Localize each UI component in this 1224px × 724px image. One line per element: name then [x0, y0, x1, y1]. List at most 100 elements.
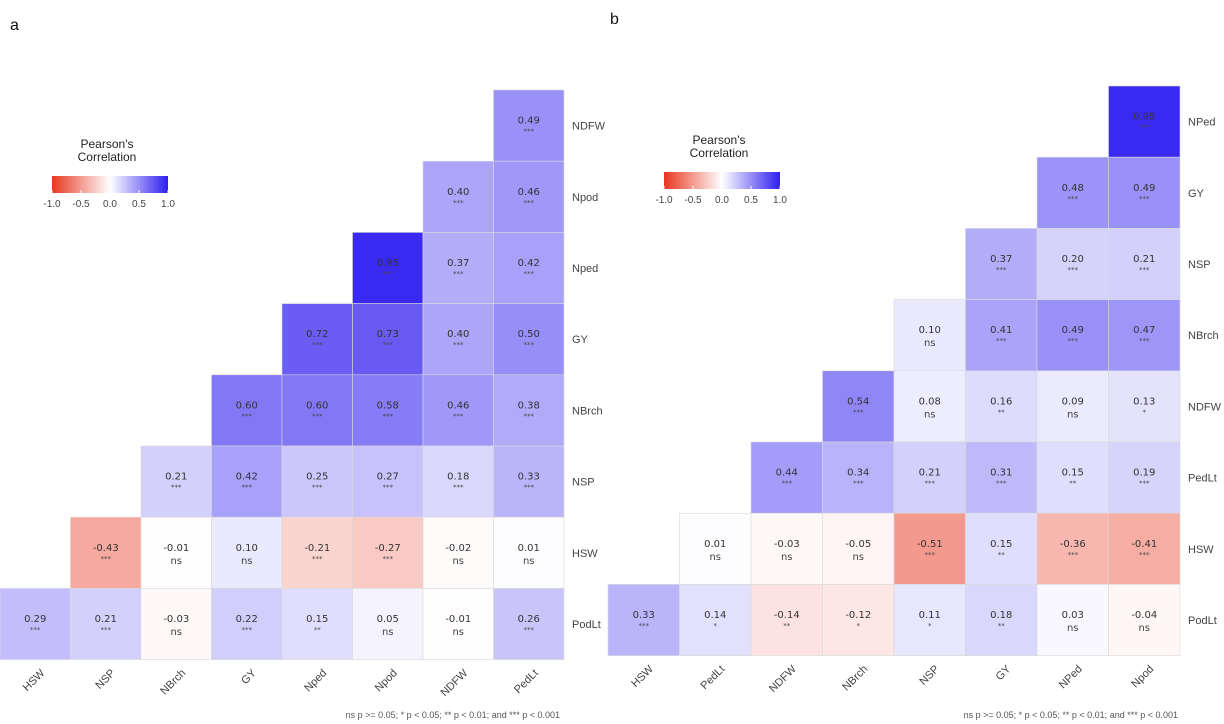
- cell-value: 0.15: [306, 614, 328, 625]
- row-label: HSW: [572, 548, 598, 560]
- cell-fill: [1036, 228, 1109, 300]
- cell-significance: ns: [452, 556, 464, 567]
- row-label: Npod: [572, 192, 598, 204]
- row-label: PodLt: [1188, 615, 1217, 627]
- cell-significance: ***: [1139, 337, 1150, 345]
- cell-significance: ***: [1068, 266, 1079, 274]
- cell-value: 0.21: [95, 614, 117, 625]
- cell-value: 0.38: [518, 400, 540, 411]
- row-label: PedLt: [1188, 473, 1217, 485]
- cell-significance: ***: [524, 270, 535, 278]
- row-label: NSP: [572, 477, 595, 489]
- cell-significance: ***: [242, 484, 253, 492]
- heatmap-cell: 0.37***: [422, 232, 494, 304]
- cell-value: 0.33: [518, 472, 540, 483]
- heatmap-cell: 0.44***: [750, 441, 823, 514]
- cell-value: 0.11: [919, 610, 941, 621]
- cell-fill: [965, 584, 1038, 656]
- cell-value: 0.22: [236, 614, 258, 625]
- cell-significance: **: [783, 622, 791, 630]
- heatmap-cell: 0.48***: [1036, 156, 1109, 229]
- cell-value: 0.01: [704, 539, 726, 550]
- cell-fill: [893, 441, 966, 514]
- cell-fill: [211, 445, 283, 518]
- cell-significance: ns: [781, 552, 793, 563]
- cell-significance: ns: [924, 338, 936, 349]
- cell-significance: ***: [1139, 195, 1150, 203]
- heatmap-cell: 0.47***: [1108, 299, 1181, 372]
- heatmap-cell: 0.26***: [493, 588, 565, 660]
- cell-value: -0.01: [445, 614, 471, 625]
- heatmap-cell: -0.12*: [822, 584, 895, 656]
- heatmap-cell: 0.73***: [352, 303, 424, 376]
- cell-value: 0.47: [1133, 325, 1155, 336]
- heatmap-cell: 0.11*: [893, 584, 966, 656]
- cell-value: 0.37: [990, 254, 1012, 265]
- row-label: NDFW: [1188, 401, 1222, 413]
- cell-value: 0.60: [306, 400, 328, 411]
- cell-value: 0.58: [377, 400, 399, 411]
- cell-significance: ***: [524, 128, 535, 136]
- row-label: NPed: [1188, 117, 1216, 129]
- cell-fill: [965, 370, 1038, 443]
- heatmap-cell: -0.14**: [750, 584, 823, 656]
- significance-note: ns p >= 0.05; * p < 0.05; ** p < 0.01; a…: [964, 710, 1178, 720]
- cell-value: 0.42: [236, 472, 258, 483]
- cell-significance: ***: [383, 270, 394, 278]
- cell-significance: ***: [101, 555, 112, 563]
- cell-significance: *: [714, 622, 718, 630]
- cell-fill: [493, 374, 565, 447]
- cell-fill: [422, 374, 494, 447]
- cell-fill: [893, 299, 966, 372]
- cell-significance: ***: [453, 412, 464, 420]
- cell-fill: [422, 516, 494, 589]
- cell-fill: [422, 160, 494, 233]
- heatmap-cell: 0.72***: [281, 303, 353, 376]
- legend-title: Pearson's: [693, 133, 746, 147]
- cell-fill: [1036, 370, 1109, 443]
- heatmap-cell: 0.58***: [352, 374, 424, 447]
- cell-fill: [750, 441, 823, 514]
- cell-significance: ***: [453, 199, 464, 207]
- cell-significance: ***: [1139, 124, 1150, 132]
- cell-fill: [1108, 512, 1181, 585]
- cell-significance: ***: [853, 480, 864, 488]
- heatmap-cell: -0.27***: [352, 516, 424, 589]
- column-label: NSP: [917, 663, 941, 687]
- row-label: GY: [572, 334, 589, 346]
- cell-significance: ns: [523, 556, 535, 567]
- heatmap-cell: 0.33***: [607, 584, 680, 656]
- cell-significance: ns: [452, 627, 464, 638]
- cell-significance: ***: [996, 337, 1007, 345]
- row-label: NBrch: [572, 405, 603, 417]
- cell-value: 0.27: [377, 472, 399, 483]
- cell-value: -0.21: [304, 543, 330, 554]
- row-label: NBrch: [1188, 330, 1219, 342]
- heatmap-cell: 0.21***: [70, 588, 142, 660]
- heatmap-cell: 0.21***: [140, 445, 212, 518]
- cell-significance: ***: [242, 626, 253, 634]
- column-label: NBrch: [158, 667, 188, 697]
- heatmap-cell: -0.43***: [70, 516, 142, 589]
- heatmap-cell: 0.41***: [965, 299, 1038, 372]
- column-label: NDFW: [767, 663, 799, 695]
- cell-value: 0.21: [1133, 254, 1155, 265]
- cell-significance: *: [857, 622, 861, 630]
- cell-significance: ***: [1139, 551, 1150, 559]
- cell-fill: [822, 512, 895, 585]
- cell-value: 0.95: [1133, 112, 1155, 123]
- cell-significance: ***: [312, 341, 323, 349]
- cell-value: 0.37: [447, 258, 469, 269]
- cell-significance: ***: [1139, 480, 1150, 488]
- cell-fill: [750, 512, 823, 585]
- cell-value: 0.10: [236, 543, 258, 554]
- row-label: PodLt: [572, 619, 601, 631]
- cell-value: 0.31: [990, 468, 1012, 479]
- column-label: GY: [239, 667, 259, 687]
- cell-significance: ***: [853, 408, 864, 416]
- heatmap-cell: 0.42***: [493, 232, 565, 304]
- cell-fill: [140, 588, 212, 660]
- cell-value: 0.73: [377, 329, 399, 340]
- cell-fill: [1108, 584, 1181, 656]
